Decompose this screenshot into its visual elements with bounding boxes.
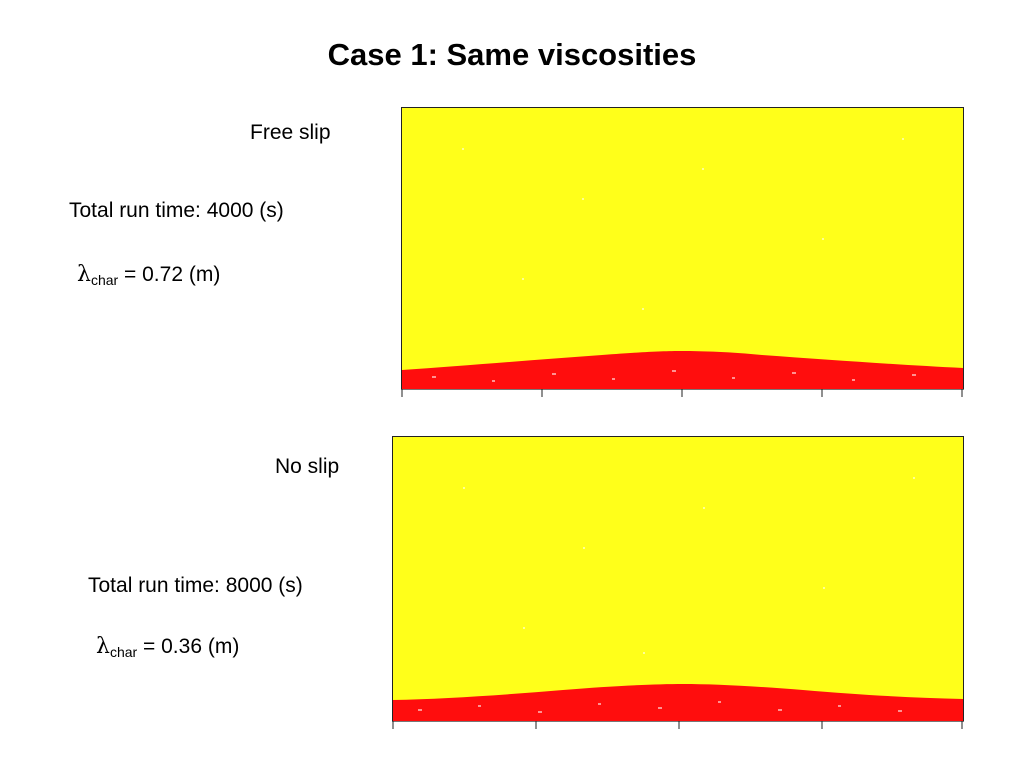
free-slip-simulation-plot xyxy=(401,107,964,390)
lambda-subscript: char xyxy=(90,272,119,288)
top-lambda-char: λchar = 0.72 (m) xyxy=(77,262,220,288)
free-slip-axis-ticks xyxy=(401,389,964,397)
bottom-run-time: Total run time: 8000 (s) xyxy=(88,574,303,597)
lambda-value: = 0.36 (m) xyxy=(137,635,240,658)
lambda-symbol: λ xyxy=(77,262,91,287)
lambda-value: = 0.72 (m) xyxy=(118,263,221,286)
top-run-time: Total run time: 4000 (s) xyxy=(69,199,284,222)
free-slip-interface-svg xyxy=(402,108,963,389)
no-slip-simulation-plot xyxy=(392,436,964,722)
no-slip-label: No slip xyxy=(275,455,340,478)
bottom-lambda-char: λchar = 0.36 (m) xyxy=(96,634,239,660)
lambda-subscript: char xyxy=(109,644,138,660)
free-slip-label: Free slip xyxy=(250,121,331,144)
no-slip-interface-svg xyxy=(393,437,963,721)
slide-title: Case 1: Same viscosities xyxy=(327,37,697,72)
lambda-symbol: λ xyxy=(96,634,110,659)
no-slip-axis-ticks xyxy=(392,721,964,729)
